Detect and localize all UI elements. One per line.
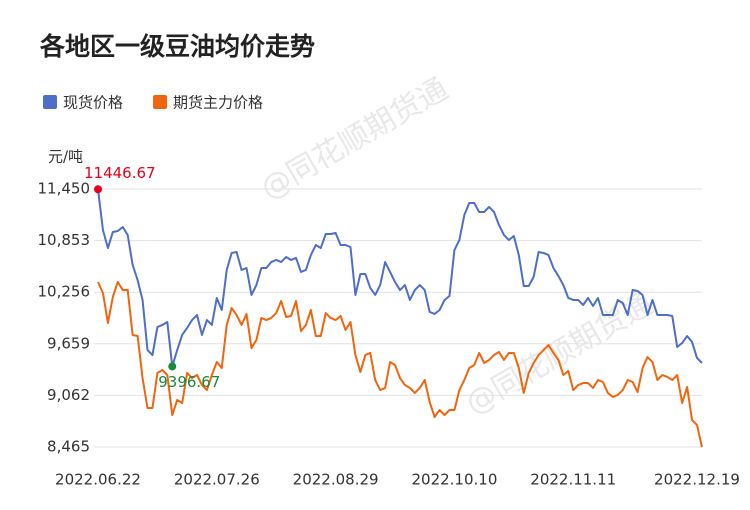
x-tick-label: 2022.07.26 <box>174 471 260 489</box>
extremum-label: 9396.67 <box>158 373 220 391</box>
legend-label: 现货价格 <box>63 94 123 112</box>
legend-label: 期货主力价格 <box>173 94 263 112</box>
extremum-dot <box>94 185 102 194</box>
legend-swatch <box>43 95 57 109</box>
y-tick-label: 9,659 <box>47 334 90 352</box>
extremum-label: 11446.67 <box>84 164 156 182</box>
legend-swatch <box>153 95 168 109</box>
y-tick-label: 10,256 <box>38 283 91 301</box>
y-tick-label: 9,062 <box>47 386 90 404</box>
series-line <box>97 189 703 368</box>
x-tick-label: 2022.12.19 <box>654 471 740 489</box>
y-axis-label: 元/吨 <box>48 148 83 166</box>
x-tick-label: 2022.08.29 <box>293 471 379 489</box>
series-line <box>97 281 703 448</box>
x-tick-label: 2022.06.22 <box>55 471 141 489</box>
watermark: @同花顺期货通 <box>255 71 454 206</box>
x-tick-label: 2022.10.10 <box>411 471 497 489</box>
x-tick-label: 2022.11.11 <box>530 471 616 489</box>
y-tick-label: 11,450 <box>38 180 91 198</box>
chart-title: 各地区一级豆油均价走势 <box>39 32 315 61</box>
y-tick-label: 8,465 <box>47 438 90 456</box>
extremum-dot <box>168 362 177 371</box>
y-tick-label: 10,853 <box>38 231 91 249</box>
